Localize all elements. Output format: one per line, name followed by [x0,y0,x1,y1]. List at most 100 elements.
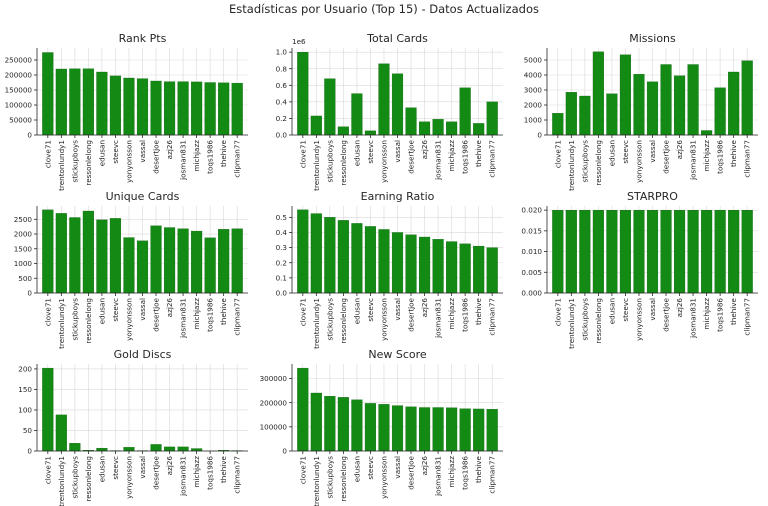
rank-pts-bar-vassal [136,78,149,136]
missions-bar-yonyonsson [633,74,645,136]
missions-bar-clove71 [552,113,564,136]
rank-pts-bar-clipman77 [231,82,243,136]
unique-cards-bar-clove71 [42,209,54,294]
total-cards-bar-azj26 [418,121,431,136]
starpro-ytick-label: 0.000 [521,289,542,298]
earning-ratio-ytick-label: 0.1 [276,273,287,282]
gold-discs-ytick-label: 100 [18,406,32,415]
unique-cards-bar-edusan [96,219,108,294]
total-cards-xtick-label: thehive [474,139,483,167]
earning-ratio-ytick-label: 0.2 [276,258,287,267]
earning-ratio-ytick-label: 0.3 [276,243,287,252]
total-cards-xtick-label: toqs1986 [461,140,470,174]
gold-discs-bar-trentonlundy1 [55,414,67,452]
unique-cards-bar-toqs1986 [204,237,216,294]
unique-cards-bar-ressonlelong [82,210,94,294]
unique-cards-xtick-label: desertjoe [152,297,161,331]
rank-pts-ytick-label: 150000 [5,86,33,95]
earning-ratio-bar-thehive [473,245,485,294]
earning-ratio-xtick-label: desertjoe [407,297,416,331]
new-score-ytick-label: 300000 [260,374,288,383]
starpro-xtick-label: vassal [648,298,657,321]
starpro-bar-clove71 [552,209,564,294]
earning-ratio-bar-clove71 [297,209,309,294]
total-cards-bar-yonyonsson [378,63,390,136]
gold-discs-xtick-label: michjazz [192,456,201,488]
total-cards-xtick-label: desertjoe [407,139,416,173]
new-score-xtick-label: toqs1986 [461,456,470,490]
missions-xtick-label: edusan [607,140,616,166]
missions-bar-toqs1986 [714,87,726,136]
unique-cards-ytick-label: 0 [27,289,32,298]
new-score-xtick-label: michjazz [447,456,456,488]
starpro-ytick-label: 0.010 [521,247,542,256]
total-cards-bar-vassal [391,73,404,136]
gold-discs-bar-azj26 [163,446,176,452]
starpro-xtick-label: edusan [607,298,616,324]
earning-ratio-xtick-label: clipman77 [488,298,497,336]
missions-xtick-label: yonyonsson [634,140,643,183]
missions-bar-stickupboys [579,95,591,136]
new-score-ytick-label: 0 [282,447,287,456]
missions-ytick-label: 3000 [524,86,543,95]
rank-pts-bar-clove71 [42,52,54,136]
gold-discs-xtick-label: vassal [138,456,147,479]
missions-ytick-label: 1000 [524,116,543,125]
starpro-bar-josman831 [687,209,699,294]
rank-pts-xtick-label: stickupboys [70,140,79,183]
new-score-bar-clove71 [297,367,309,452]
missions-bar-trentonlundy1 [565,92,577,136]
total-cards-xtick-label: azj26 [420,140,429,160]
earning-ratio-bar-vassal [391,232,404,294]
rank-pts-xtick-label: thehive [219,139,228,167]
starpro-xtick-label: desertjoe [662,297,671,331]
new-score-xtick-label: josman831 [434,456,443,497]
new-score-xtick-label: stickupboys [325,456,334,499]
gold-discs-xtick-label: yonyonsson [124,456,133,499]
earning-ratio-xtick-label: edusan [352,298,361,324]
rank-pts-xtick-label: toqs1986 [206,140,215,174]
earning-ratio-xtick-label: thehive [474,297,483,325]
missions-bar-thehive [728,71,740,136]
rank-pts-bar-yonyonsson [123,77,135,136]
earning-ratio-panel: Earning Ratio 0.0 0.1 0.2 0.3 0.4 0.5 clove71 tr… [276,190,503,349]
gold-discs-xtick-label: toqs1986 [206,456,215,490]
unique-cards-bar-thehive [218,229,230,294]
rank-pts-xtick-label: edusan [97,140,106,166]
rank-pts-ytick-label: 50000 [9,116,32,125]
rank-pts-xtick-label: azj26 [165,140,174,160]
unique-cards-xtick-label: edusan [97,298,106,324]
starpro-xtick-label: michjazz [702,298,711,330]
earning-ratio-xtick-label: stickupboys [325,298,334,341]
earning-ratio-xtick-label: azj26 [420,298,429,318]
total-cards-bar-steevc [364,130,377,136]
earning-ratio-bar-steevc [364,226,377,294]
unique-cards-title: Unique Cards [106,190,180,203]
gold-discs-ytick-label: 0 [27,447,32,456]
new-score-xtick-label: edusan [352,456,361,482]
new-score-ytick-label: 100000 [260,422,288,431]
total-cards-xtick-label: vassal [393,140,402,163]
rank-pts-ytick-label: 250000 [5,56,33,65]
missions-xtick-label: clove71 [553,140,562,168]
missions-bar-steevc [619,54,632,136]
gold-discs-title: Gold Discs [114,348,172,361]
unique-cards-bar-steevc [109,218,122,294]
new-score-bar-clipman77 [486,409,498,452]
starpro-bar-clipman77 [741,209,753,294]
missions-xtick-label: clipman77 [743,140,752,178]
earning-ratio-bar-toqs1986 [459,243,471,294]
earning-ratio-bar-clipman77 [486,247,498,294]
rank-pts-bar-stickupboys [69,68,81,136]
unique-cards-xtick-label: stickupboys [70,298,79,341]
unique-cards-bar-clipman77 [231,228,243,294]
gold-discs-xtick-label: azj26 [165,456,174,476]
starpro-xtick-label: stickupboys [580,298,589,341]
unique-cards-xtick-label: trentonlundy1 [57,298,66,349]
total-cards-bar-edusan [351,93,363,136]
starpro-bar-steevc [619,209,632,294]
starpro-bar-edusan [606,209,618,294]
new-score-bar-vassal [391,405,404,452]
missions-xtick-label: josman831 [689,140,698,181]
earning-ratio-xtick-label: trentonlundy1 [312,298,321,349]
